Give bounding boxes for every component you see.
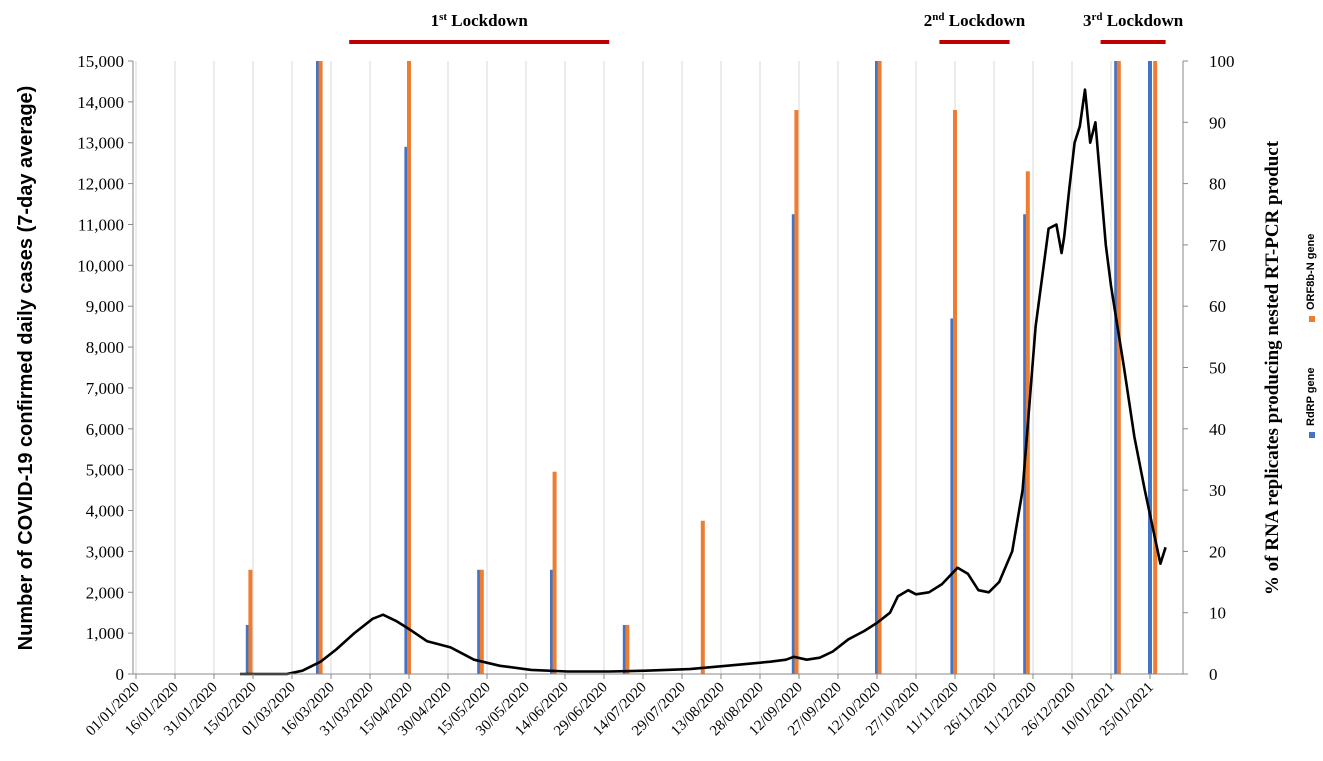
y2-tick-label: 0 bbox=[1209, 665, 1218, 684]
bar-orf8b bbox=[552, 471, 557, 674]
y2-tick-label: 80 bbox=[1209, 175, 1226, 194]
y2-tick-label: 70 bbox=[1209, 236, 1226, 255]
legend: RdRP gene ORF8b-N gene bbox=[1305, 234, 1317, 438]
y-tick-label: 10,000 bbox=[77, 256, 124, 275]
bar-rdrp bbox=[1114, 61, 1119, 674]
y-tick-label: 5,000 bbox=[86, 461, 124, 480]
daily-cases-line bbox=[240, 88, 1167, 676]
y-axis-title: Number of COVID-19 confirmed daily cases… bbox=[15, 86, 37, 651]
y2-tick-labels: 0 10 20 30 40 50 60 70 80 90 100 bbox=[1209, 52, 1235, 684]
y-tick-label: 8,000 bbox=[86, 338, 124, 357]
bar-orf8b bbox=[248, 569, 253, 674]
legend-swatch bbox=[1309, 316, 1315, 322]
y-tick-label: 4,000 bbox=[86, 502, 124, 521]
bar-rdrp bbox=[622, 624, 627, 674]
bar-orf8b bbox=[1153, 61, 1158, 674]
y-tick-label: 11,000 bbox=[78, 215, 124, 234]
bar-orf8b bbox=[479, 569, 484, 674]
lockdown-annotations: 1st Lockdown 2nd Lockdown 3rd Lockdown bbox=[349, 11, 1184, 44]
case-line-group bbox=[240, 88, 1167, 676]
y2-tick-label: 40 bbox=[1209, 420, 1226, 439]
y2-tick-label: 50 bbox=[1209, 359, 1226, 378]
y-tick-label: 13,000 bbox=[77, 134, 124, 153]
y2-tick-label: 30 bbox=[1209, 481, 1226, 500]
bar-rdrp bbox=[791, 214, 796, 674]
bar-orf8b bbox=[625, 624, 630, 674]
bar-rdrp bbox=[316, 61, 320, 674]
lockdown-label: 3rd Lockdown bbox=[1083, 11, 1184, 30]
bar-orf8b bbox=[1116, 61, 1121, 674]
y-tick-label: 0 bbox=[116, 665, 125, 684]
bar-orf8b bbox=[700, 520, 705, 674]
y-tick-label: 14,000 bbox=[77, 93, 124, 112]
y2-axis-title: % of RNA replicates producing nested RT-… bbox=[1262, 140, 1283, 595]
axes bbox=[128, 60, 1188, 679]
y-tick-label: 3,000 bbox=[86, 542, 124, 561]
bar-orf8b bbox=[407, 61, 411, 674]
y-tick-label: 2,000 bbox=[86, 583, 124, 602]
y2-tick-label: 10 bbox=[1209, 604, 1226, 623]
y-tick-label: 9,000 bbox=[86, 297, 124, 316]
y-tick-label: 12,000 bbox=[77, 175, 124, 194]
bar-orf8b bbox=[794, 110, 799, 675]
bar-rdrp bbox=[477, 569, 482, 674]
bar-orf8b bbox=[877, 61, 882, 674]
legend-swatch bbox=[1309, 432, 1315, 438]
bar-rdrp bbox=[245, 624, 250, 674]
legend-label: RdRP gene bbox=[1305, 368, 1317, 426]
y-tick-label: 6,000 bbox=[86, 420, 124, 439]
y2-tick-label: 90 bbox=[1209, 113, 1226, 132]
x-tick-labels: 01/01/202016/01/202031/01/202015/02/2020… bbox=[83, 680, 1157, 740]
y2-tick-label: 100 bbox=[1209, 52, 1235, 71]
y-tick-labels: 0 1,000 2,000 3,000 4,000 5,000 6,000 7,000 8,00… bbox=[77, 52, 124, 684]
legend-label: ORF8b-N gene bbox=[1305, 234, 1317, 310]
bar-rdrp bbox=[550, 569, 554, 674]
y-tick-label: 1,000 bbox=[86, 624, 124, 643]
bar-group bbox=[245, 61, 1158, 675]
y-tick-label: 15,000 bbox=[77, 52, 124, 71]
bar-rdrp bbox=[875, 61, 879, 674]
lockdown-label: 2nd Lockdown bbox=[924, 11, 1026, 30]
lockdown-label: 1st Lockdown bbox=[431, 11, 529, 30]
y2-tick-label: 20 bbox=[1209, 542, 1226, 561]
bar-orf8b bbox=[318, 61, 323, 674]
y-tick-label: 7,000 bbox=[86, 379, 124, 398]
bar-orf8b bbox=[953, 110, 957, 675]
bar-rdrp bbox=[1148, 61, 1152, 674]
bar-rdrp bbox=[950, 318, 955, 674]
bar-rdrp bbox=[404, 146, 409, 674]
y2-tick-label: 60 bbox=[1209, 297, 1226, 316]
